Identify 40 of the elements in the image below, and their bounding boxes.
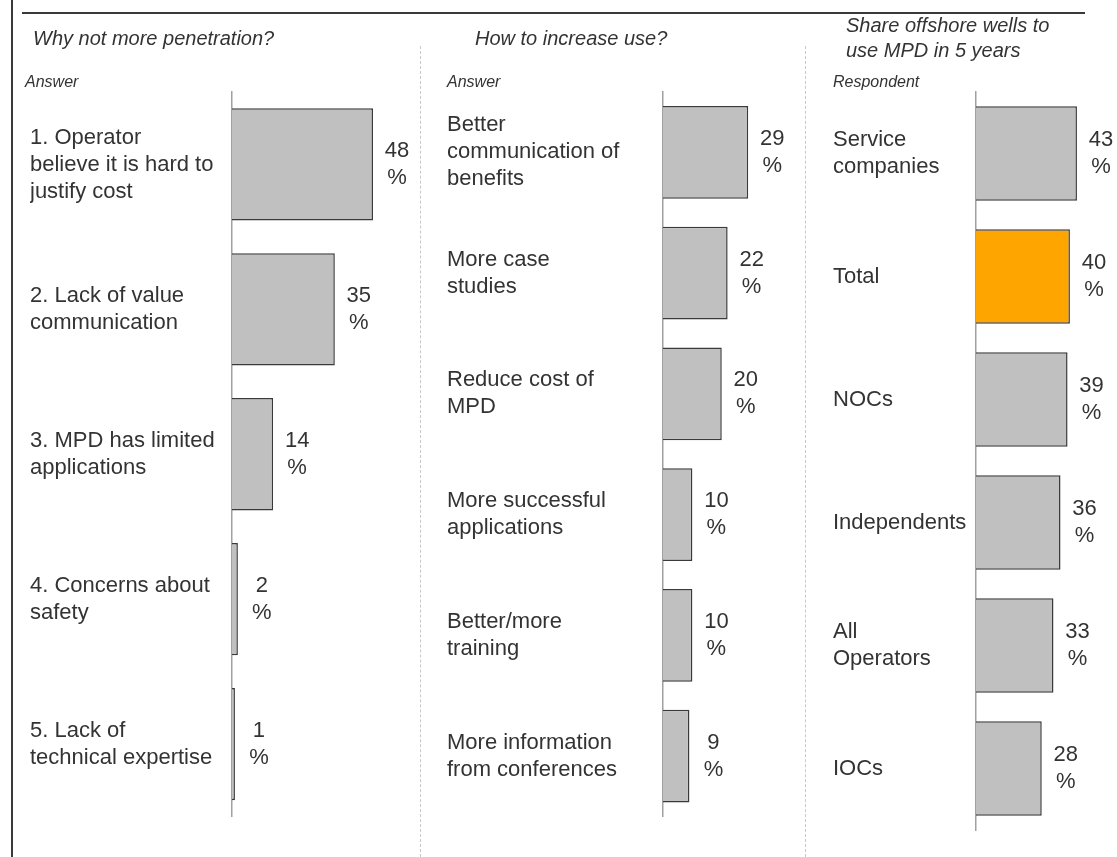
data-label: 48 % xyxy=(384,137,410,190)
y-tick-label: Service companies xyxy=(833,126,940,179)
y-tick-label: 2. Lack of value communication xyxy=(30,281,185,334)
chart-title: Share offshore wells to use MPD in 5 years xyxy=(846,13,1051,63)
y-tick-label: Better communication of benefits xyxy=(447,111,621,191)
y-tick-label: NOCs xyxy=(833,385,893,411)
data-label: 14 % xyxy=(284,426,310,479)
data-label: 9 % xyxy=(703,728,724,781)
y-tick-label: Reduce cost of MPD xyxy=(447,366,595,419)
data-label: 29 % xyxy=(759,124,785,177)
y-tick-label: Total xyxy=(833,262,880,288)
chart-title: Why not more penetration? xyxy=(33,25,275,51)
y-tick-label: More successful applications xyxy=(447,487,606,540)
data-label: 43 % xyxy=(1088,126,1114,179)
data-label: 2 % xyxy=(252,571,272,624)
y-axis-title: Respondent xyxy=(833,72,920,92)
y-tick-label: Better/more training xyxy=(447,607,562,660)
data-label: 10 % xyxy=(704,487,729,540)
y-tick-label: 3. MPD has limited applications xyxy=(30,426,215,479)
y-tick-label: More case studies xyxy=(447,245,550,298)
data-label: 10 % xyxy=(704,607,729,660)
data-label: 39 % xyxy=(1079,372,1104,425)
data-label: 22 % xyxy=(739,245,764,298)
y-tick-label: 1. Operator believe it is hard to justify cost xyxy=(29,123,214,203)
y-tick-label: Independents xyxy=(833,508,967,534)
data-label: 35 % xyxy=(346,281,372,334)
y-tick-label: 5. Lack of technical expertise xyxy=(30,716,213,769)
data-label: 1 % xyxy=(249,716,269,769)
data-label: 33 % xyxy=(1065,618,1090,671)
y-tick-label: IOCs xyxy=(833,754,884,780)
y-axis-title: Answer xyxy=(25,72,79,92)
chart-title: How to increase use? xyxy=(475,25,668,51)
data-label: 36 % xyxy=(1072,495,1097,548)
data-label: 20 % xyxy=(733,366,758,419)
data-label: 28 % xyxy=(1053,741,1078,794)
y-axis-title: Answer xyxy=(447,72,501,92)
data-label: 40 % xyxy=(1081,249,1107,302)
y-tick-label: All Operators xyxy=(833,618,931,671)
y-tick-label: 4. Concerns about safety xyxy=(30,571,210,624)
y-tick-label: More information from conferences xyxy=(447,728,617,781)
